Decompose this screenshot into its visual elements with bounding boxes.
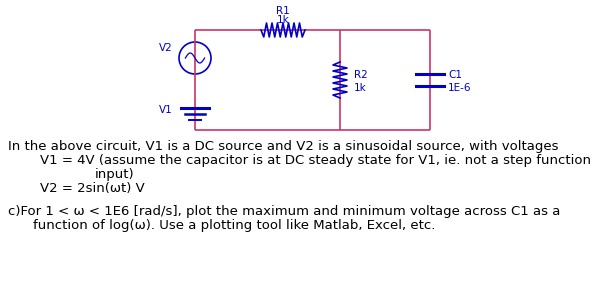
Text: input): input) — [95, 168, 134, 181]
Text: V2 = 2sin(ωt) V: V2 = 2sin(ωt) V — [40, 182, 145, 195]
Text: 1E-6: 1E-6 — [448, 83, 472, 93]
Text: R1: R1 — [276, 6, 290, 16]
Text: R2: R2 — [354, 70, 368, 80]
Text: C1: C1 — [448, 70, 462, 80]
Text: function of log(ω). Use a plotting tool like Matlab, Excel, etc.: function of log(ω). Use a plotting tool … — [33, 219, 435, 232]
Text: V2: V2 — [159, 43, 173, 53]
Text: c)For 1 < ω < 1E6 [rad/s], plot the maximum and minimum voltage across C1 as a: c)For 1 < ω < 1E6 [rad/s], plot the maxi… — [8, 205, 560, 218]
Text: 1k: 1k — [277, 15, 289, 25]
Text: V1: V1 — [159, 105, 173, 115]
Text: V1 = 4V (assume the capacitor is at DC steady state for V1, ie. not a step funct: V1 = 4V (assume the capacitor is at DC s… — [40, 154, 591, 167]
Text: In the above circuit, V1 is a DC source and V2 is a sinusoidal source, with volt: In the above circuit, V1 is a DC source … — [8, 140, 558, 153]
Text: 1k: 1k — [354, 83, 367, 93]
